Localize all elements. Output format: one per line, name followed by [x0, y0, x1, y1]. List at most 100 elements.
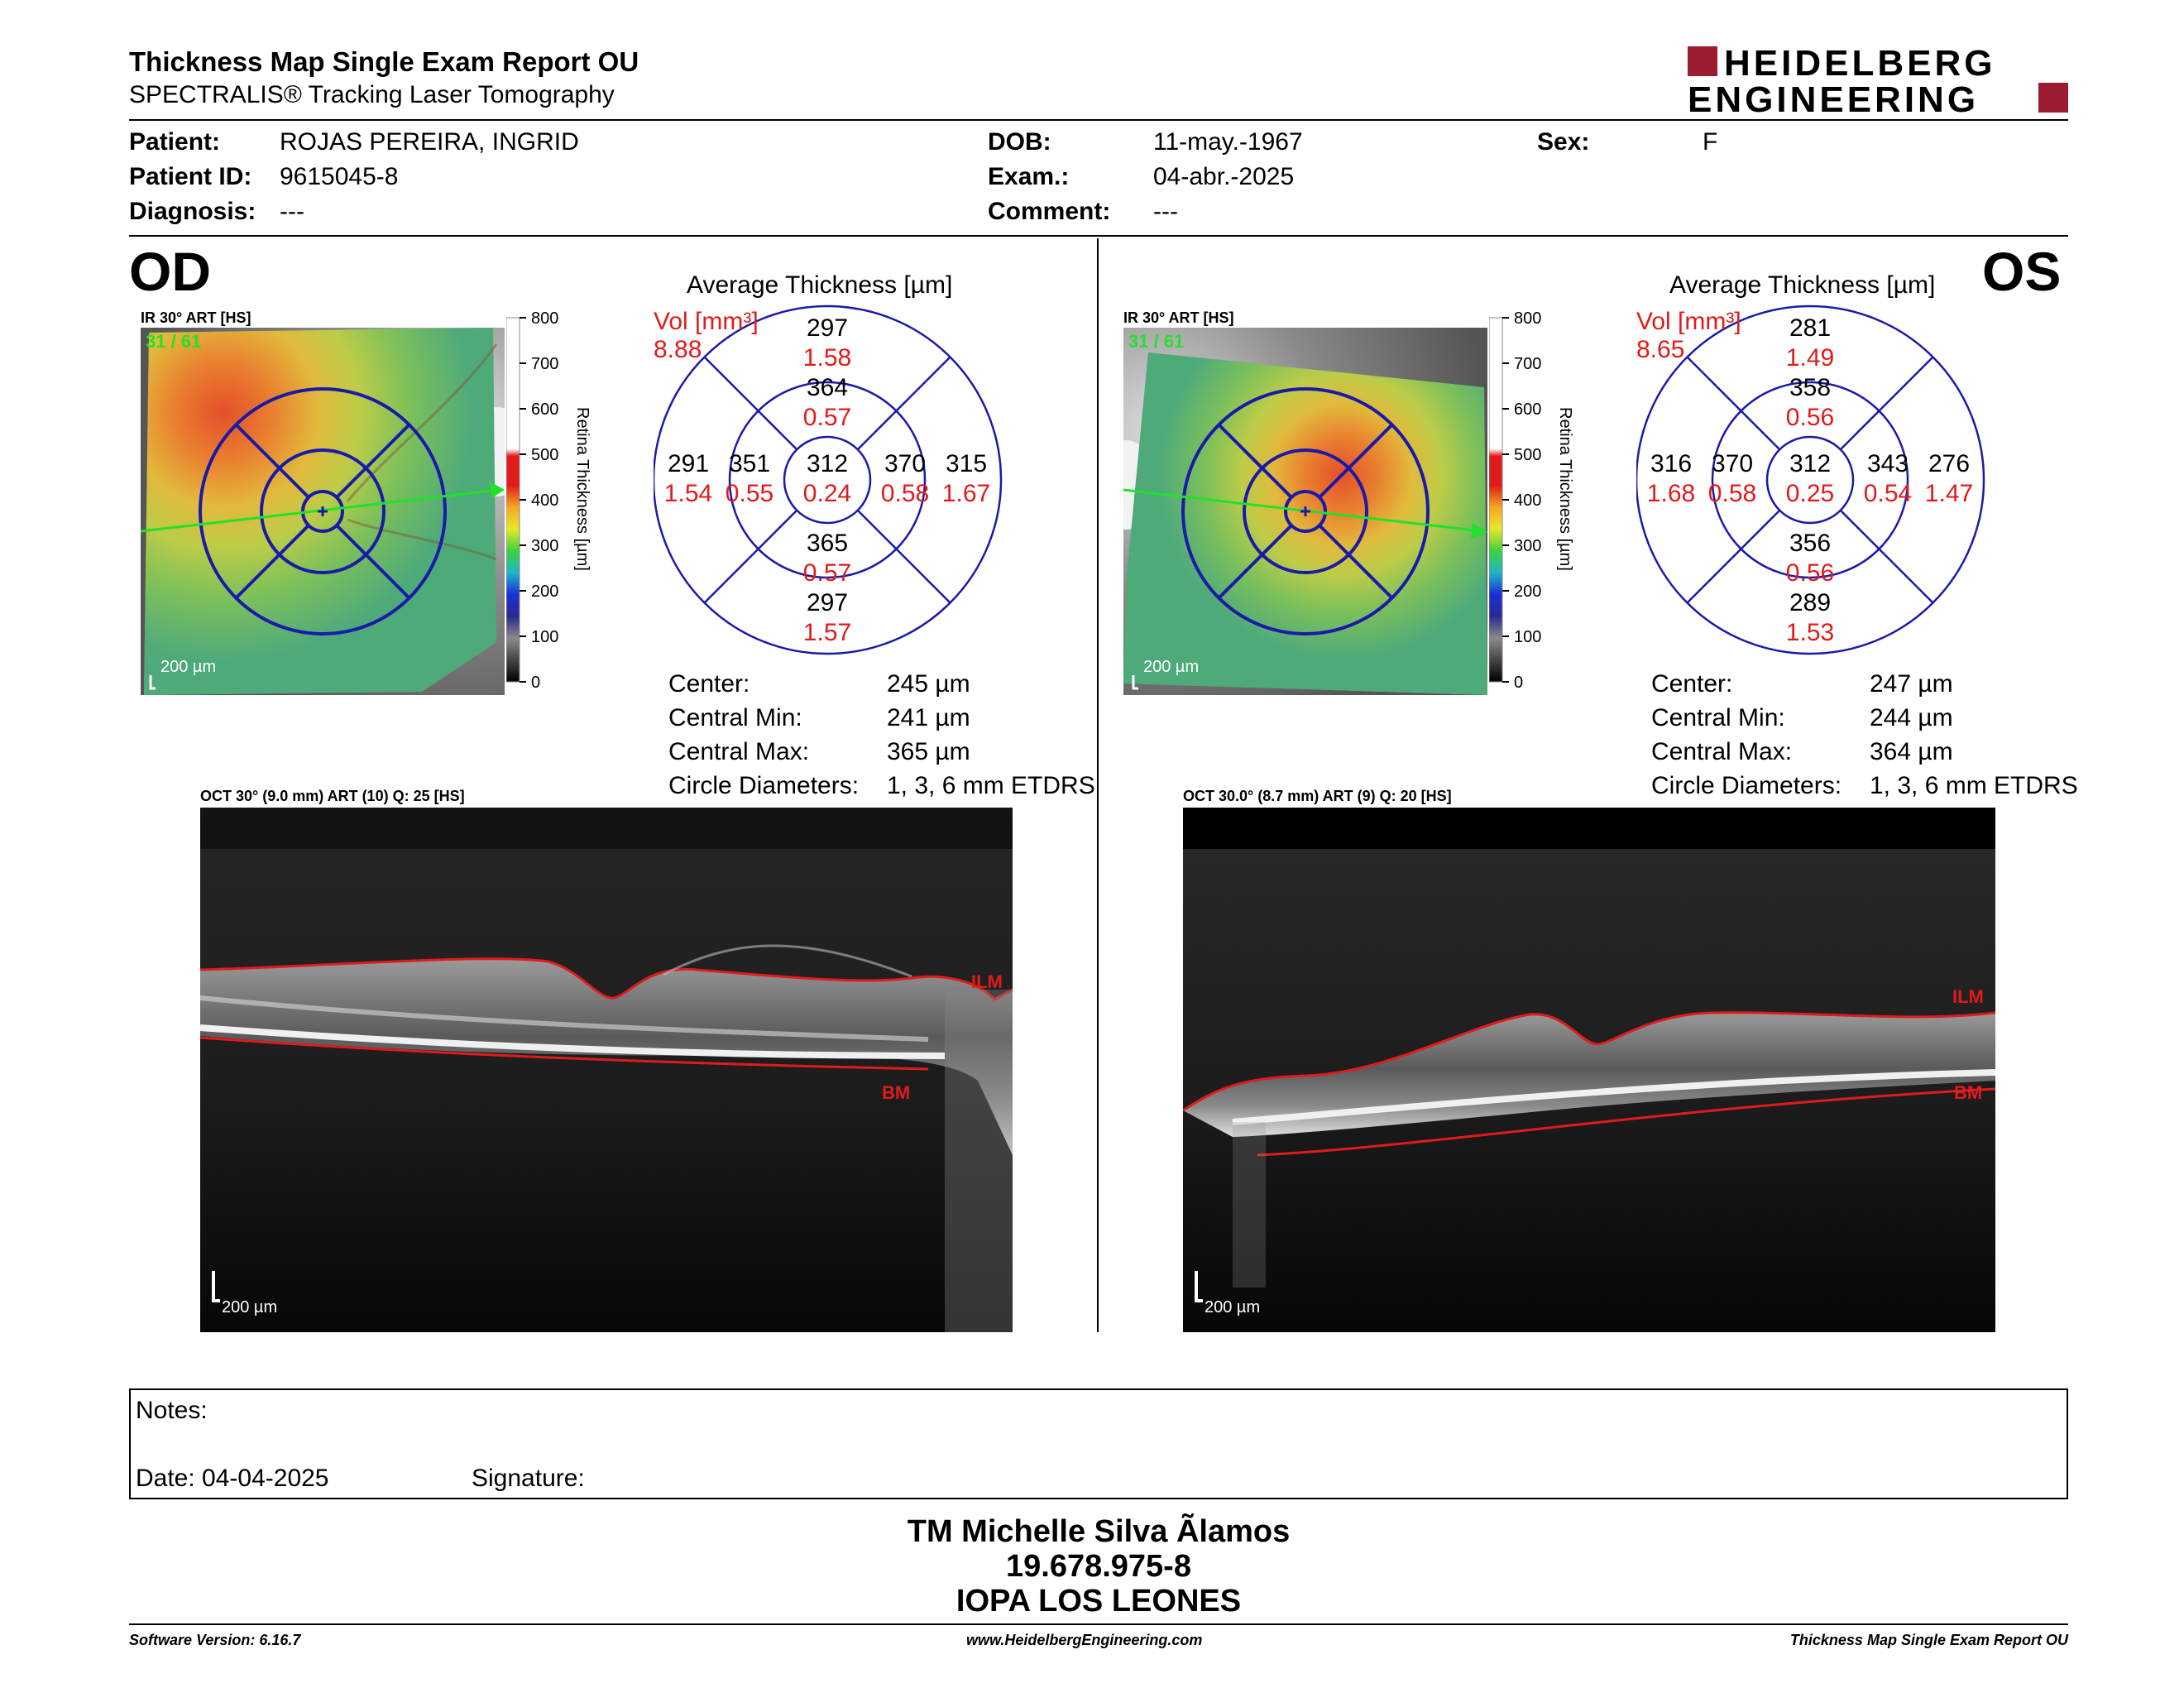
os-thickness-map: 31 / 61 200 µm [1123, 328, 1487, 695]
od-inner-right-thick: 370 [884, 450, 926, 477]
os-inner-left-thick: 370 [1712, 450, 1753, 477]
os-diam-value: 1, 3, 6 mm ETDRS [1870, 772, 2078, 799]
os-oct-scale: 200 µm [1205, 1298, 1260, 1316]
dob-value: 11-may.-1967 [1153, 128, 1303, 156]
od-vol-label: Vol [mm³] [654, 308, 759, 335]
report-subtitle: SPECTRALIS® Tracking Laser Tomography [129, 81, 615, 108]
od-center-value: 245 µm [887, 670, 970, 698]
patient-id-label: Patient ID: [129, 163, 252, 190]
eye-divider [1097, 238, 1099, 1332]
od-inner-top-thick: 364 [807, 374, 848, 401]
diagnosis-label: Diagnosis: [129, 198, 256, 225]
os-cbar-tick: 700 [1514, 355, 1541, 373]
signer-name: TM Michelle Silva Ãlamos [907, 1514, 1291, 1549]
od-thickness-map: 31 / 61 200 µm [141, 328, 505, 695]
od-vol-value: 8.88 [654, 336, 702, 363]
os-diam-label: Circle Diameters: [1651, 772, 1842, 799]
od-max-value: 365 µm [887, 738, 970, 765]
os-cbar-title: Retina Thickness [µm] [1556, 407, 1574, 571]
os-outer-right-thick: 276 [1928, 450, 1970, 477]
od-center-vol: 0.24 [803, 480, 851, 507]
od-outer-top-thick: 297 [807, 314, 848, 342]
od-center-thick: 312 [807, 450, 848, 477]
comment-label: Comment: [988, 198, 1111, 225]
os-cbar-tick: 800 [1514, 309, 1541, 328]
od-cbar-tick: 800 [531, 309, 558, 328]
eye-od-label: OD [129, 241, 211, 302]
header-divider [129, 119, 2068, 121]
os-center-vol: 0.25 [1786, 480, 1834, 507]
od-oct-scale: 200 µm [222, 1298, 277, 1316]
signature-label: Signature: [472, 1465, 585, 1492]
patient-label: Patient: [129, 128, 221, 156]
os-cbar-tick: 300 [1514, 537, 1541, 555]
exam-label: Exam.: [988, 163, 1070, 190]
od-cbar-title: Retina Thickness [µm] [573, 407, 592, 571]
od-outer-bottom-thick: 297 [807, 589, 848, 616]
os-inner-top-thick: 358 [1789, 374, 1831, 401]
od-inner-top-vol: 0.57 [803, 404, 851, 431]
os-outer-left-thick: 316 [1650, 450, 1692, 477]
os-center-value: 247 µm [1870, 670, 1953, 698]
os-vol-label: Vol [mm³] [1636, 308, 1741, 335]
od-cbar-tick: 400 [531, 492, 558, 510]
od-diam-value: 1, 3, 6 mm ETDRS [887, 772, 1095, 799]
od-cbar-tick: 600 [531, 400, 558, 419]
signer-id: 19.678.975-8 [1006, 1549, 1191, 1584]
od-ir-scale: 200 µm [160, 658, 216, 676]
eye-os-label: OS [1982, 241, 2062, 302]
os-cbar-tick: 100 [1514, 628, 1541, 646]
footer-report-name: Thickness Map Single Exam Report OU [1789, 1632, 2068, 1648]
software-version: Software Version: 6.16.7 [129, 1632, 301, 1648]
od-inner-right-vol: 0.58 [881, 480, 929, 507]
notes-label: Notes: [136, 1397, 208, 1424]
os-ir-scale: 200 µm [1143, 658, 1199, 676]
os-inner-bottom-vol: 0.56 [1786, 559, 1834, 587]
os-avg-title: Average Thickness [µm] [1669, 271, 1936, 299]
od-cbar-tick: 0 [531, 674, 540, 692]
notes-date: Date: 04-04-2025 [136, 1465, 329, 1492]
od-outer-bottom-vol: 1.57 [803, 619, 851, 646]
od-cbar-tick: 300 [531, 537, 558, 555]
os-center-label: Center: [1651, 670, 1733, 698]
logo-line1: HEIDELBERG [1724, 45, 1995, 84]
signer-org: IOPA LOS LEONES [956, 1584, 1242, 1618]
sex-label: Sex: [1537, 128, 1590, 156]
os-inner-right-thick: 343 [1867, 450, 1909, 477]
os-inner-left-vol: 0.58 [1708, 480, 1756, 507]
od-colorbar: 800 700 600 500 400 300 200 100 0 Retina… [506, 309, 592, 692]
od-inner-bottom-vol: 0.57 [803, 559, 851, 587]
od-cbar-tick: 700 [531, 355, 558, 373]
od-min-label: Central Min: [668, 704, 802, 731]
od-outer-right-thick: 315 [946, 450, 987, 477]
os-cbar-tick: 200 [1514, 583, 1541, 601]
os-ir-counter: 31 / 61 [1128, 331, 1184, 352]
os-outer-left-vol: 1.68 [1647, 480, 1695, 507]
os-cbar-tick: 600 [1514, 400, 1541, 419]
od-center-label: Center: [668, 670, 750, 698]
od-outer-left-thick: 291 [668, 450, 709, 477]
os-cbar-tick: 0 [1514, 674, 1523, 692]
os-outer-top-thick: 281 [1789, 314, 1831, 342]
os-outer-top-vol: 1.49 [1786, 344, 1834, 372]
website-link[interactable]: www.HeidelbergEngineering.com [966, 1632, 1203, 1648]
os-cbar-tick: 500 [1514, 446, 1541, 464]
diagnosis-value: --- [280, 198, 304, 225]
os-oct-label: OCT 30.0° (8.7 mm) ART (9) Q: 20 [HS] [1183, 788, 1452, 804]
report-title: Thickness Map Single Exam Report OU [129, 46, 639, 77]
os-ir-label: IR 30° ART [HS] [1123, 309, 1234, 326]
os-center-thick: 312 [1789, 450, 1831, 477]
patient-name: ROJAS PEREIRA, INGRID [280, 128, 579, 156]
os-max-value: 364 µm [1870, 738, 1953, 765]
od-inner-bottom-thick: 365 [807, 530, 848, 557]
od-inner-left-thick: 351 [729, 450, 770, 477]
dob-label: DOB: [988, 128, 1051, 156]
exam-value: 04-abr.-2025 [1153, 163, 1295, 190]
os-inner-top-vol: 0.56 [1786, 404, 1834, 431]
os-bm-label: BM [1954, 1082, 1982, 1103]
od-inner-left-vol: 0.55 [726, 480, 774, 507]
notes-box[interactable] [129, 1388, 2068, 1499]
os-min-label: Central Min: [1651, 704, 1785, 731]
os-inner-bottom-thick: 356 [1789, 530, 1831, 557]
os-cbar-tick: 400 [1514, 492, 1541, 510]
